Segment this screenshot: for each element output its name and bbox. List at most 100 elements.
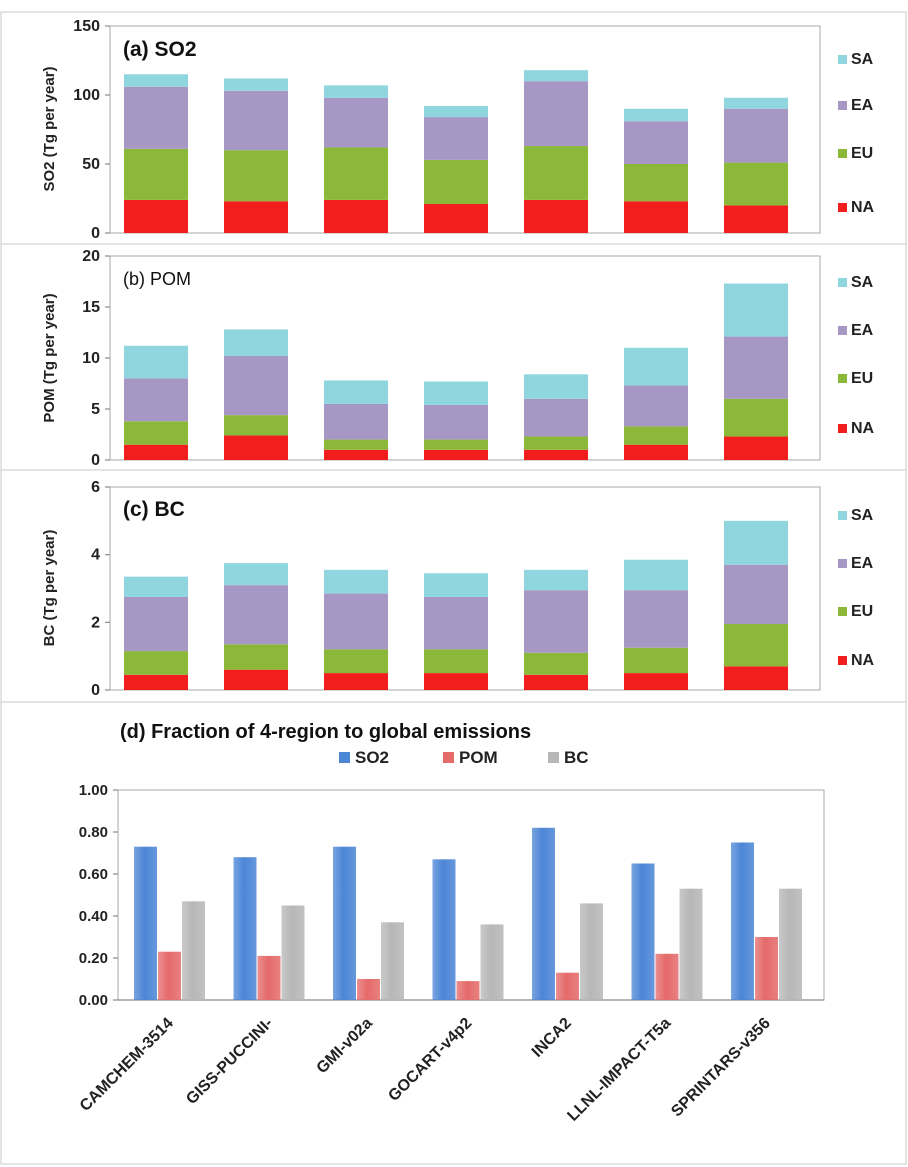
bar-so2: [432, 859, 456, 1000]
plot-area-d: [117, 789, 825, 1001]
bar-segment-ea: [724, 564, 788, 625]
legend-label-sa: SA: [851, 51, 874, 68]
legend-label-ea: EA: [851, 555, 874, 572]
category-label: GMI-v02a: [314, 1015, 376, 1077]
bar-segment-ea: [424, 596, 488, 650]
bar-segment-na: [224, 201, 288, 233]
bar-segment-sa: [724, 520, 788, 565]
bar-segment-eu: [124, 421, 188, 445]
bar-segment-na: [324, 199, 388, 233]
bar-segment-eu: [224, 644, 288, 670]
y-tick-label: 5: [91, 401, 100, 418]
bar-segment-sa: [224, 329, 288, 356]
y-ticks-a: 0 50 100 150: [73, 18, 110, 242]
bar-segment-ea: [124, 378, 188, 422]
bar-so2: [134, 846, 157, 1000]
legend-swatch-bc: [548, 752, 559, 763]
bar-segment-ea: [724, 108, 788, 163]
bar-segment-sa: [124, 74, 188, 87]
legend-swatch-ea: [838, 101, 847, 110]
bar-segment-na: [524, 449, 588, 460]
legend-swatch-eu: [838, 607, 847, 616]
legend-swatch-ea: [838, 326, 847, 335]
bar-pom: [257, 955, 281, 1000]
legend-label-pom: POM: [459, 748, 498, 767]
y-axis-label-a: SO2 (Tg per year): [41, 66, 58, 191]
bar-segment-ea: [124, 86, 188, 149]
y-ticks-c: 0 2 4 6: [91, 479, 110, 699]
bars-c: [124, 520, 788, 690]
legend-a: SA EA EU NA: [838, 51, 875, 216]
y-tick-label: 20: [82, 248, 100, 265]
panel-d-frame: [0, 701, 907, 1165]
legend-swatch-na: [838, 203, 847, 212]
y-tick-label: 0.60: [79, 866, 108, 883]
bar-segment-eu: [624, 164, 688, 202]
bar-bc: [281, 905, 305, 1000]
bar-pom: [158, 951, 181, 1000]
bar-segment-na: [224, 435, 288, 460]
category-label: GISS-PUCCINI-: [183, 1015, 276, 1108]
bar-segment-ea: [524, 398, 588, 437]
panel-a-so2: (a) SO2 SO2 (Tg per year) 0 50 100 150 SA EA…: [41, 18, 875, 242]
y-tick-label: 0: [91, 225, 100, 242]
legend-label-eu: EU: [851, 603, 873, 620]
bar-segment-sa: [324, 85, 388, 98]
y-tick-label: 15: [82, 299, 100, 316]
bar-segment-na: [724, 436, 788, 460]
bar-segment-eu: [124, 148, 188, 200]
bar-segment-ea: [324, 97, 388, 148]
bar-segment-na: [124, 674, 188, 690]
y-tick-label: 100: [73, 87, 100, 104]
y-tick-label: 150: [73, 18, 100, 35]
bar-segment-ea: [324, 403, 388, 440]
y-axis-label-b: POM (Tg per year): [41, 293, 58, 422]
panel-a-title: (a) SO2: [123, 38, 197, 61]
legend-label-sa: SA: [851, 274, 874, 291]
legend-label-bc: BC: [564, 748, 589, 767]
legend-c: SA EA EU NA: [838, 507, 875, 669]
bar-segment-na: [524, 674, 588, 690]
bar-segment-sa: [724, 97, 788, 109]
y-tick-label: 0.40: [79, 908, 108, 925]
panel-d-fraction: (d) Fraction of 4-region to global emiss…: [77, 721, 825, 1125]
bar-pom: [755, 937, 778, 1000]
bar-bc: [182, 901, 205, 1000]
bar-segment-sa: [424, 106, 488, 118]
bar-segment-na: [624, 444, 688, 460]
bar-segment-ea: [224, 355, 288, 416]
bar-pom: [357, 979, 380, 1000]
bar-segment-ea: [724, 336, 788, 399]
bar-segment-eu: [324, 649, 388, 674]
legend-label-ea: EA: [851, 97, 874, 114]
bar-segment-eu: [624, 647, 688, 674]
category-labels: CAMCHEM-3514 GISS-PUCCINI- GMI-v02a GOCART-…: [77, 1015, 774, 1125]
category-label: GOCART-v4p2: [385, 1015, 475, 1105]
bar-segment-sa: [624, 347, 688, 386]
bar-bc: [679, 888, 703, 1000]
legend-label-eu: EU: [851, 370, 873, 387]
panel-c-bc: (c) BC BC (Tg per year) 0 2 4 6 SA EA EU NA: [41, 479, 875, 699]
legend-label-ea: EA: [851, 322, 874, 339]
bar-segment-eu: [224, 415, 288, 436]
bar-segment-sa: [224, 563, 288, 586]
y-tick-label: 0: [91, 682, 100, 699]
legend-swatch-sa: [838, 278, 847, 287]
bars-b: [124, 283, 788, 460]
y-tick-label: 0: [91, 452, 100, 469]
bars-d: [134, 827, 802, 1000]
category-label: LLNL-IMPACT-T5a: [564, 1015, 674, 1125]
bar-segment-ea: [424, 404, 488, 440]
panel-d-title: (d) Fraction of 4-region to global emiss…: [120, 721, 531, 743]
bar-segment-na: [424, 673, 488, 690]
bar-segment-ea: [224, 585, 288, 645]
bar-segment-ea: [624, 590, 688, 648]
bar-segment-eu: [324, 439, 388, 450]
bar-so2: [532, 827, 555, 1000]
bar-bc: [580, 903, 603, 1000]
bar-pom: [556, 972, 579, 1000]
bar-so2: [731, 842, 754, 1000]
bar-segment-eu: [524, 652, 588, 675]
category-label: SPRINTARS-v356: [668, 1015, 774, 1121]
